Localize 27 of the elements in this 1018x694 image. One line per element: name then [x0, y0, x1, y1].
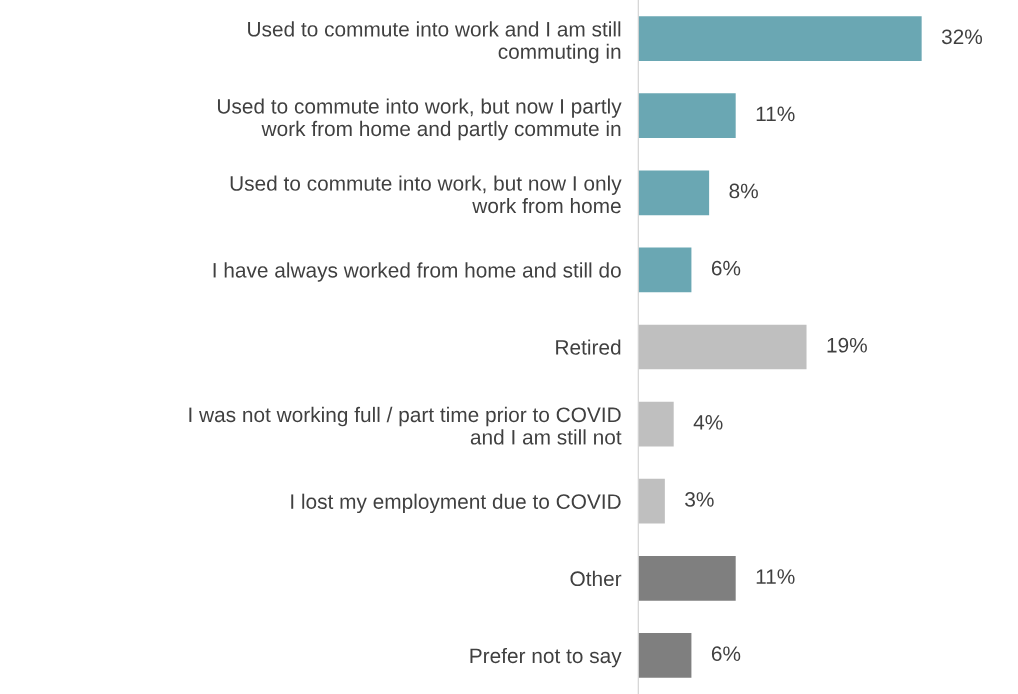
bar — [638, 401, 674, 447]
data-label: 19% — [827, 337, 867, 353]
data-label: 4% — [693, 415, 723, 430]
bar — [638, 555, 736, 601]
data-label: 32% — [941, 29, 983, 45]
y-tick-label: Used to commute into work and I am still commuting in — [248, 21, 621, 64]
bar — [638, 93, 736, 139]
bar — [638, 324, 807, 370]
y-tick-label: Used to commute into work, but now I only work from home — [230, 175, 622, 214]
bar — [638, 478, 665, 524]
y-tick-label: I was not working full / part time prior to COVID and I am still not — [189, 406, 622, 445]
data-label: 3% — [685, 492, 714, 507]
y-tick-label: Retired — [556, 339, 621, 355]
bar — [638, 170, 710, 216]
bar — [638, 16, 922, 61]
data-label: 11% — [756, 106, 795, 122]
bar — [638, 633, 692, 678]
y-tick-label: Other — [570, 570, 622, 587]
data-label: 8% — [729, 183, 758, 199]
data-label: 6% — [711, 260, 741, 276]
y-tick-label: Prefer not to say — [470, 647, 622, 668]
y-tick-label: Used to commute into work, but now I partly work from home and partly commute in — [217, 98, 622, 141]
y-tick-label: I have always worked from home and still do — [213, 262, 621, 282]
data-label: 6% — [711, 646, 741, 662]
bar — [638, 247, 692, 293]
y-tick-label: I lost my employment due to COVID — [291, 493, 621, 514]
data-label: 11% — [756, 569, 795, 584]
